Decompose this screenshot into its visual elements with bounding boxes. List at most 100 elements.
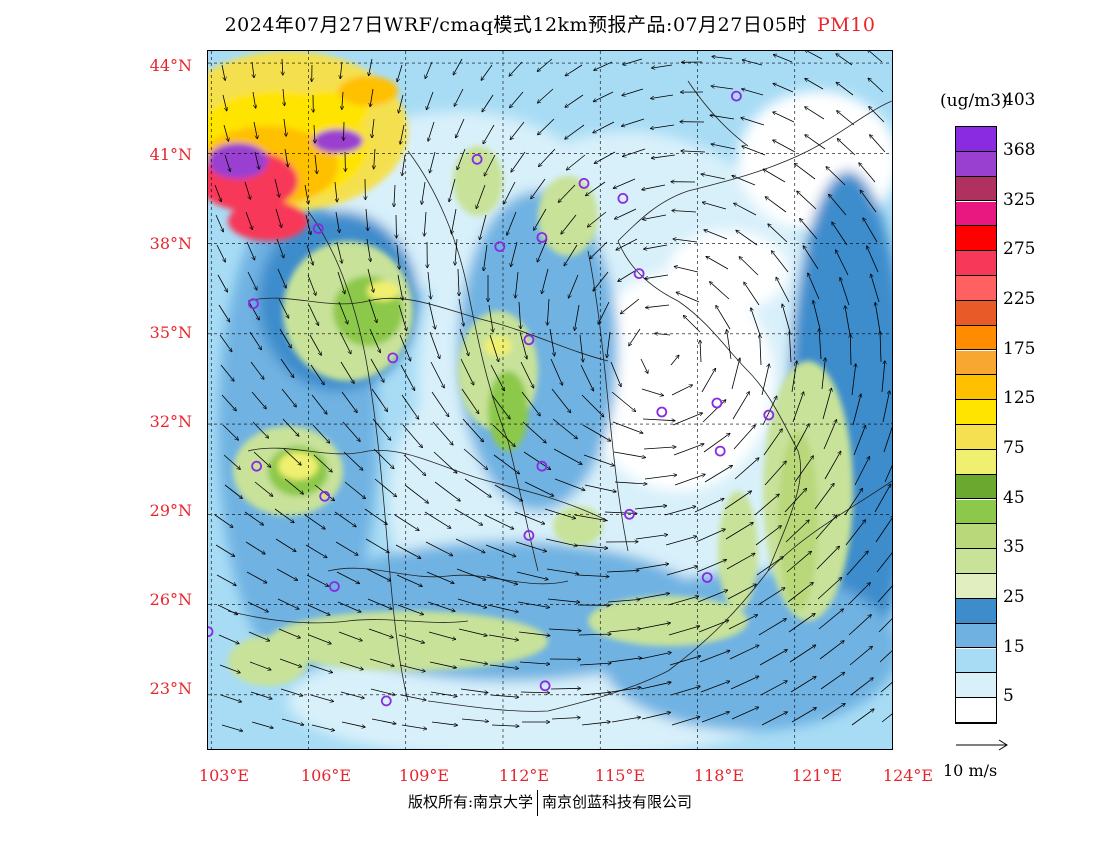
wind-arrow bbox=[580, 692, 611, 696]
colorbar-units: (ug/m3) bbox=[940, 91, 1008, 111]
wind-arrow bbox=[313, 454, 332, 472]
wind-arrow bbox=[223, 124, 229, 141]
wind-arrow bbox=[815, 515, 837, 540]
wind-arrow bbox=[451, 208, 457, 234]
wind-arrow bbox=[860, 190, 877, 213]
wind-arrow bbox=[517, 601, 550, 608]
wind-arrow bbox=[344, 481, 365, 499]
wind-arrow bbox=[371, 718, 396, 724]
graticule bbox=[208, 51, 892, 749]
colorbar-label: 225 bbox=[1003, 288, 1036, 309]
wind-arrow bbox=[566, 154, 586, 170]
wind-arrow bbox=[651, 94, 674, 99]
wind-arrow bbox=[545, 538, 577, 546]
station-marker bbox=[312, 223, 324, 234]
wind-arrow bbox=[558, 184, 576, 202]
lat-label-32: 32°N bbox=[149, 412, 192, 431]
station-marker bbox=[380, 695, 392, 707]
wind-arrow bbox=[492, 424, 515, 447]
wind-arrow bbox=[814, 483, 834, 510]
wind-arrow bbox=[221, 64, 225, 80]
wind-arrow bbox=[254, 481, 273, 496]
wind-arrow bbox=[736, 230, 758, 246]
wind-arrow bbox=[701, 368, 716, 393]
lat-label-38: 38°N bbox=[149, 234, 192, 253]
wind-arrow bbox=[455, 238, 458, 265]
wind-arrow bbox=[850, 678, 873, 696]
station-marker bbox=[539, 680, 551, 692]
wind-arrow bbox=[400, 124, 405, 144]
wind-arrow bbox=[638, 623, 670, 630]
colorbar-segment bbox=[956, 276, 996, 301]
wind-arrow bbox=[279, 328, 291, 348]
wind-arrow bbox=[428, 121, 435, 141]
wind-arrow bbox=[274, 508, 294, 523]
wind-arrow bbox=[307, 274, 316, 295]
copyright-right: 南京创蓝科技有限公司 bbox=[542, 793, 693, 811]
wind-arrow bbox=[805, 78, 824, 90]
wind-arrow bbox=[665, 536, 697, 546]
wind-arrow bbox=[744, 282, 760, 306]
wind-arrow bbox=[742, 89, 764, 96]
wind-arrow bbox=[485, 544, 516, 557]
wind-arrow bbox=[534, 208, 547, 230]
wind-arrow bbox=[867, 51, 883, 63]
wind-arrow bbox=[366, 568, 391, 581]
wind-arrow bbox=[458, 268, 459, 296]
wind-arrow bbox=[314, 124, 315, 143]
wind-arrow bbox=[791, 361, 797, 393]
wind-arrow bbox=[458, 628, 487, 636]
wind-arrow bbox=[609, 658, 642, 663]
lat-label-26: 26°N bbox=[149, 590, 192, 609]
wind-arrow bbox=[374, 478, 397, 497]
wind-arrow bbox=[776, 277, 790, 303]
station-marker bbox=[494, 241, 506, 253]
wind-arrow bbox=[551, 718, 580, 720]
wind-arrow bbox=[702, 202, 727, 210]
wind-arrow bbox=[765, 197, 787, 213]
wind-arrow bbox=[593, 91, 614, 102]
wind-arrow bbox=[456, 568, 486, 580]
station-marker bbox=[319, 490, 331, 502]
wind-arrow bbox=[844, 488, 863, 516]
wind-arrow bbox=[635, 535, 668, 540]
wind-arrow bbox=[565, 94, 584, 107]
wind-arrow bbox=[253, 451, 271, 467]
wind-arrow bbox=[430, 691, 457, 697]
colorbar-label: 75 bbox=[1003, 437, 1025, 458]
colorbar-segment bbox=[956, 375, 996, 401]
wind-arrow bbox=[805, 51, 823, 60]
wind-arrow bbox=[277, 268, 286, 288]
wind-arrow bbox=[219, 334, 232, 352]
wind-arrow bbox=[374, 148, 375, 169]
wind-arrow bbox=[616, 238, 638, 250]
wind-arrow bbox=[510, 121, 525, 140]
wind-arrow bbox=[880, 682, 892, 693]
wind-arrow bbox=[221, 724, 243, 731]
wind-arrow bbox=[836, 54, 853, 66]
wind-arrow bbox=[761, 364, 769, 396]
wind-arrow bbox=[636, 564, 669, 570]
wind-arrow bbox=[614, 481, 647, 484]
wind-arrow bbox=[706, 256, 729, 270]
wind-arrow bbox=[338, 301, 348, 324]
wind-arrow bbox=[251, 721, 273, 728]
wind-arrow bbox=[695, 529, 725, 543]
station-marker bbox=[633, 268, 645, 280]
wind-arrow bbox=[337, 601, 361, 612]
wind-arrow bbox=[724, 491, 752, 510]
colorbar-segment bbox=[956, 648, 996, 674]
wind-arrow bbox=[366, 208, 368, 231]
wind-arrow bbox=[251, 391, 266, 409]
wind-arrow bbox=[879, 650, 892, 663]
wind-arrow bbox=[725, 522, 753, 540]
wind-arrow bbox=[716, 305, 731, 330]
wind-arrow bbox=[488, 304, 493, 332]
wind-arrow bbox=[590, 241, 608, 259]
wind-arrow bbox=[304, 514, 325, 529]
wind-arrow bbox=[400, 694, 426, 700]
wind-arrow bbox=[248, 631, 270, 641]
wind-arrow bbox=[274, 178, 279, 197]
colorbar-label: 45 bbox=[1003, 487, 1025, 508]
wind-arrow bbox=[846, 551, 868, 576]
